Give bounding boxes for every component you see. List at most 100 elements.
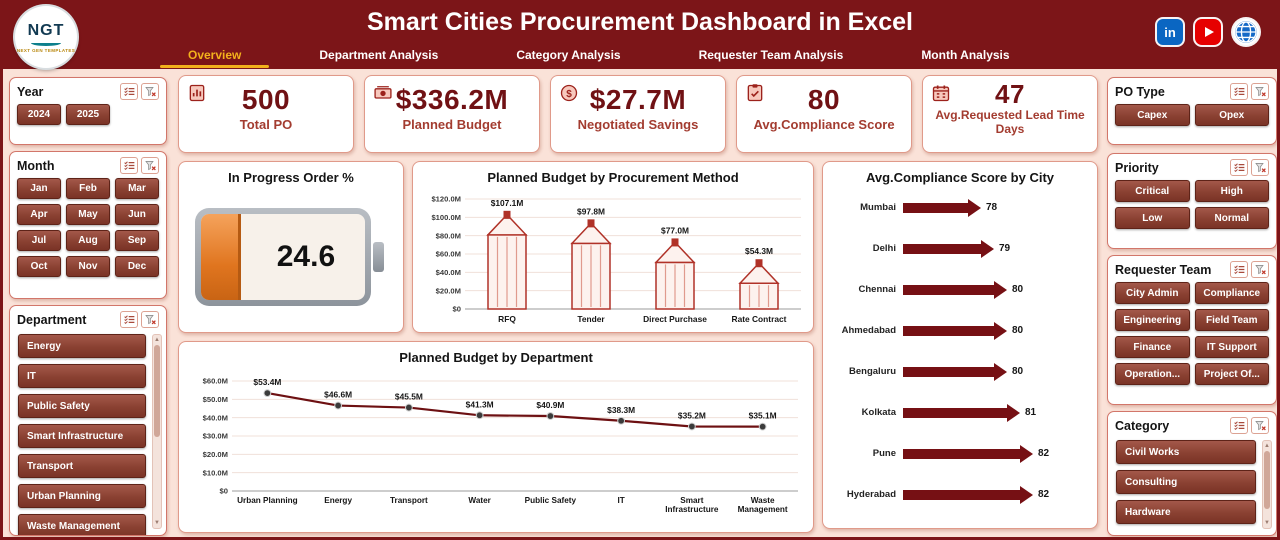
requester-team-item[interactable]: IT Support <box>1194 336 1269 358</box>
scrollbar-thumb[interactable] <box>154 345 160 437</box>
category-scrollbar[interactable]: ▲ ▼ <box>1262 440 1272 529</box>
x-axis-label: Public Safety <box>525 496 577 505</box>
tab-requester-team-analysis[interactable]: Requester Team Analysis <box>698 48 844 62</box>
compliance-bar[interactable] <box>903 284 994 295</box>
department-item[interactable]: Waste Management <box>18 514 146 535</box>
data-point[interactable] <box>758 422 767 431</box>
requester-team-item[interactable]: Compliance <box>1194 282 1269 304</box>
department-item[interactable]: Urban Planning <box>18 484 146 508</box>
compliance-bar[interactable] <box>903 489 1020 500</box>
clear-filter-icon[interactable] <box>1251 83 1269 100</box>
money-icon <box>373 83 393 103</box>
tab-category-analysis[interactable]: Category Analysis <box>516 48 621 62</box>
department-item[interactable]: IT <box>18 364 146 388</box>
procurement-method-chart: $120.0M $100.0M $80.0M $60.0M $40.0M $20.0M $0… <box>413 185 813 331</box>
po-type-item[interactable]: Opex <box>1194 104 1269 126</box>
scroll-up-icon[interactable]: ▲ <box>1264 443 1270 449</box>
requester-team-item[interactable]: Project Of... <box>1194 363 1269 385</box>
multiselect-icon[interactable] <box>1230 83 1248 100</box>
scroll-down-icon[interactable]: ▼ <box>1264 520 1270 526</box>
chart-title: In Progress Order % <box>228 170 354 185</box>
requester-team-item[interactable]: Finance <box>1115 336 1190 358</box>
month-item[interactable]: Oct <box>17 256 61 277</box>
budget-by-department-chart-card: Planned Budget by Department $60.0M $50.0… <box>178 341 814 533</box>
header: NGT NEXT GEN TEMPLATES Smart Cities Proc… <box>3 3 1277 69</box>
department-item[interactable]: Smart Infrastructure <box>18 424 146 448</box>
data-point[interactable] <box>617 416 626 425</box>
x-axis-label: Transport <box>390 496 428 505</box>
month-item[interactable]: Jun <box>115 204 159 225</box>
requester-team-item[interactable]: City Admin <box>1115 282 1190 304</box>
month-item[interactable]: Feb <box>66 178 110 199</box>
priority-item[interactable]: Normal <box>1194 207 1269 229</box>
clear-filter-icon[interactable] <box>1251 261 1269 278</box>
month-item[interactable]: Mar <box>115 178 159 199</box>
city-value: 78 <box>986 202 998 213</box>
month-item[interactable]: Jul <box>17 230 61 251</box>
month-item[interactable]: Jan <box>17 178 61 199</box>
multiselect-icon[interactable] <box>1230 159 1248 176</box>
compliance-bar[interactable] <box>903 325 994 336</box>
clear-filter-icon[interactable] <box>141 157 159 174</box>
data-point[interactable] <box>546 412 555 420</box>
kpi-negotiated-savings: $ $27.7M Negotiated Savings <box>550 75 726 153</box>
priority-item[interactable]: High <box>1194 180 1269 202</box>
tab-month-analysis[interactable]: Month Analysis <box>921 48 1010 62</box>
priority-item[interactable]: Low <box>1115 207 1190 229</box>
category-item[interactable]: Hardware <box>1116 500 1256 524</box>
department-scrollbar[interactable]: ▲ ▼ <box>152 334 162 529</box>
month-item[interactable]: Dec <box>115 256 159 277</box>
compliance-bar[interactable] <box>903 448 1020 459</box>
multiselect-icon[interactable] <box>120 83 138 100</box>
scrollbar-thumb[interactable] <box>1264 451 1270 509</box>
clear-filter-icon[interactable] <box>1251 159 1269 176</box>
data-point[interactable] <box>687 422 696 431</box>
department-item[interactable]: Transport <box>18 454 146 478</box>
requester-team-item[interactable]: Operation... <box>1115 363 1190 385</box>
tab-overview[interactable]: Overview <box>159 48 270 68</box>
year-item[interactable]: 2024 <box>17 104 61 125</box>
month-item[interactable]: May <box>66 204 110 225</box>
logo-swoosh-icon <box>31 40 61 46</box>
compliance-bar[interactable] <box>903 243 981 254</box>
youtube-icon[interactable] <box>1195 19 1221 45</box>
multiselect-icon[interactable] <box>120 157 138 174</box>
category-item[interactable]: Consulting <box>1116 470 1256 494</box>
slicer-tools <box>120 311 159 328</box>
department-item[interactable]: Energy <box>18 334 146 358</box>
scroll-down-icon[interactable]: ▼ <box>154 520 160 526</box>
clear-filter-icon[interactable] <box>141 83 159 100</box>
clear-filter-icon[interactable] <box>1251 417 1269 434</box>
priority-item[interactable]: Critical <box>1115 180 1190 202</box>
data-point[interactable] <box>263 389 272 398</box>
data-point[interactable] <box>475 411 484 420</box>
pencil-bar[interactable] <box>486 210 528 310</box>
compliance-bar[interactable] <box>903 407 1007 418</box>
month-item[interactable]: Aug <box>66 230 110 251</box>
requester-team-item[interactable]: Engineering <box>1115 309 1190 331</box>
multiselect-icon[interactable] <box>120 311 138 328</box>
clear-filter-icon[interactable] <box>141 311 159 328</box>
multiselect-icon[interactable] <box>1230 261 1248 278</box>
calendar-icon <box>931 83 951 103</box>
scroll-up-icon[interactable]: ▲ <box>154 337 160 343</box>
month-item[interactable]: Sep <box>115 230 159 251</box>
data-point[interactable] <box>334 401 343 410</box>
requester-team-item[interactable]: Field Team <box>1194 309 1269 331</box>
data-point[interactable] <box>404 403 413 412</box>
compliance-bar[interactable] <box>903 202 968 213</box>
department-item[interactable]: Public Safety <box>18 394 146 418</box>
category-item[interactable]: Civil Works <box>1116 440 1256 464</box>
compliance-bar[interactable] <box>903 366 994 377</box>
tab-department-analysis[interactable]: Department Analysis <box>319 48 439 62</box>
month-item[interactable]: Nov <box>66 256 110 277</box>
pencil-bar[interactable] <box>654 238 696 310</box>
globe-icon[interactable] <box>1233 19 1259 45</box>
year-item[interactable]: 2025 <box>66 104 110 125</box>
multiselect-icon[interactable] <box>1230 417 1248 434</box>
month-item[interactable]: Apr <box>17 204 61 225</box>
pencil-bar[interactable] <box>738 259 780 310</box>
linkedin-icon[interactable]: in <box>1157 19 1183 45</box>
pencil-bar[interactable] <box>570 219 612 310</box>
po-type-item[interactable]: Capex <box>1115 104 1190 126</box>
